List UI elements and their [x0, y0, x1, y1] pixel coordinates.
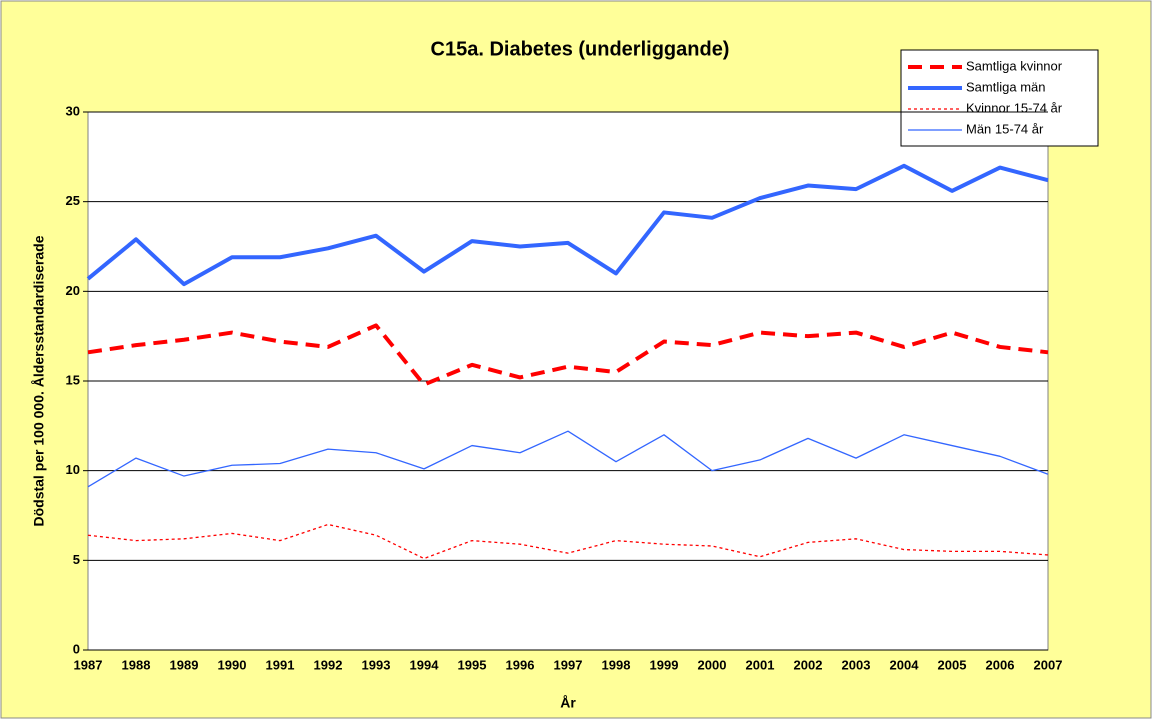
x-tick-label: 1991	[266, 657, 295, 672]
x-tick-label: 2007	[1034, 657, 1063, 672]
x-tick-label: 1989	[170, 657, 199, 672]
x-tick-label: 2006	[986, 657, 1015, 672]
x-tick-label: 2001	[746, 657, 775, 672]
y-tick-label: 25	[66, 193, 80, 208]
y-tick-label: 15	[66, 372, 80, 387]
legend-label: Samtliga kvinnor	[966, 58, 1063, 73]
x-tick-label: 2004	[890, 657, 920, 672]
x-tick-label: 2003	[842, 657, 871, 672]
x-tick-label: 1999	[650, 657, 679, 672]
y-axis-label: Dödstal per 100 000. Åldersstandardisera…	[31, 235, 47, 526]
x-tick-label: 1994	[410, 657, 440, 672]
series-line	[86, 163, 1049, 287]
x-tick-label: 1992	[314, 657, 343, 672]
x-tick-label: 2002	[794, 657, 823, 672]
y-tick-label: 20	[66, 283, 80, 298]
x-tick-label: 2005	[938, 657, 967, 672]
x-tick-label: 1997	[554, 657, 583, 672]
y-tick-label: 10	[66, 462, 80, 477]
series-line	[87, 323, 1049, 387]
y-tick-label: 30	[66, 103, 80, 118]
x-axis-label: År	[560, 695, 576, 711]
y-tick-label: 0	[73, 641, 80, 656]
legend-label: Män 15-74 år	[966, 121, 1044, 136]
series-line	[87, 430, 1049, 488]
chart-title: C15a. Diabetes (underliggande)	[431, 38, 730, 60]
x-tick-label: 1993	[362, 657, 391, 672]
x-tick-label: 1990	[218, 657, 247, 672]
legend-label: Kvinnor 15-74 år	[966, 100, 1063, 115]
y-tick-label: 5	[73, 552, 80, 567]
x-tick-label: 2000	[698, 657, 727, 672]
x-tick-label: 1995	[458, 657, 487, 672]
series-line	[87, 523, 1049, 560]
x-tick-label: 1988	[122, 657, 151, 672]
legend-label: Samtliga män	[966, 79, 1045, 94]
x-tick-label: 1987	[74, 657, 103, 672]
x-tick-label: 1996	[506, 657, 535, 672]
x-tick-label: 1998	[602, 657, 631, 672]
